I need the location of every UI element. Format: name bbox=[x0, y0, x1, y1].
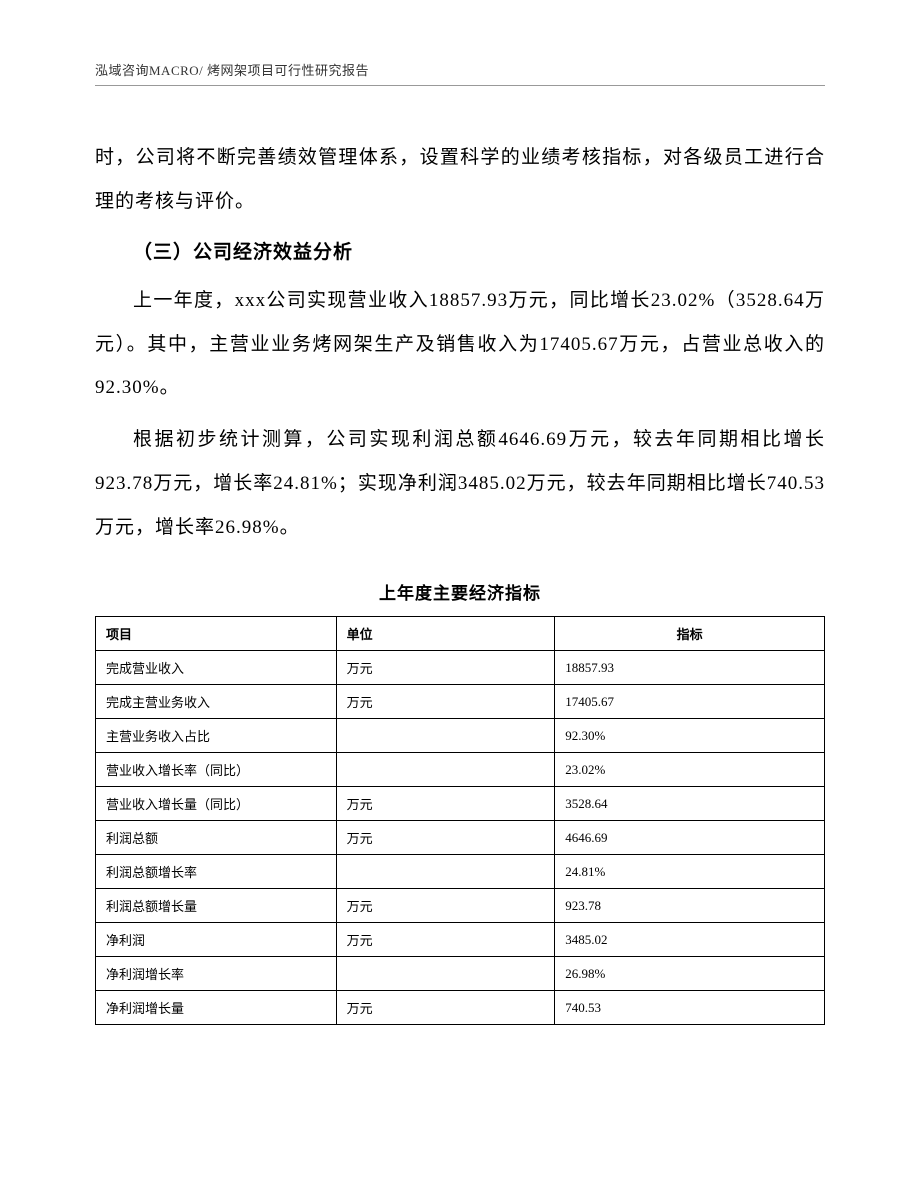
table-row: 主营业务收入占比 92.30% bbox=[96, 719, 825, 753]
table-cell-unit bbox=[336, 719, 555, 753]
table-row: 利润总额增长率 24.81% bbox=[96, 855, 825, 889]
table-row: 利润总额 万元 4646.69 bbox=[96, 821, 825, 855]
table-cell-value: 92.30% bbox=[555, 719, 825, 753]
table-cell-item: 营业收入增长量（同比） bbox=[96, 787, 337, 821]
table-cell-item: 营业收入增长率（同比） bbox=[96, 753, 337, 787]
table-cell-value: 4646.69 bbox=[555, 821, 825, 855]
header-text: 泓域咨询MACRO/ 烤网架项目可行性研究报告 bbox=[95, 63, 369, 78]
table-row: 完成主营业务收入 万元 17405.67 bbox=[96, 685, 825, 719]
table-cell-item: 利润总额增长量 bbox=[96, 889, 337, 923]
table-cell-value: 17405.67 bbox=[555, 685, 825, 719]
table-cell-unit: 万元 bbox=[336, 685, 555, 719]
table-cell-item: 完成营业收入 bbox=[96, 651, 337, 685]
table-row: 净利润 万元 3485.02 bbox=[96, 923, 825, 957]
table-cell-unit: 万元 bbox=[336, 651, 555, 685]
table-header-row: 项目 单位 指标 bbox=[96, 617, 825, 651]
table-header-unit: 单位 bbox=[336, 617, 555, 651]
table-row: 营业收入增长量（同比） 万元 3528.64 bbox=[96, 787, 825, 821]
economic-indicators-table: 项目 单位 指标 完成营业收入 万元 18857.93 完成主营业务收入 万元 … bbox=[95, 616, 825, 1025]
table-title: 上年度主要经济指标 bbox=[95, 579, 825, 604]
table-cell-value: 740.53 bbox=[555, 991, 825, 1025]
table-cell-value: 3528.64 bbox=[555, 787, 825, 821]
body-paragraph-1: 时，公司将不断完善绩效管理体系，设置科学的业绩考核指标，对各级员工进行合理的考核… bbox=[95, 136, 825, 223]
table-cell-unit bbox=[336, 957, 555, 991]
table-row: 利润总额增长量 万元 923.78 bbox=[96, 889, 825, 923]
table-row: 净利润增长量 万元 740.53 bbox=[96, 991, 825, 1025]
table-row: 完成营业收入 万元 18857.93 bbox=[96, 651, 825, 685]
table-cell-item: 主营业务收入占比 bbox=[96, 719, 337, 753]
table-body: 完成营业收入 万元 18857.93 完成主营业务收入 万元 17405.67 … bbox=[96, 651, 825, 1025]
table-row: 营业收入增长率（同比） 23.02% bbox=[96, 753, 825, 787]
table-cell-value: 24.81% bbox=[555, 855, 825, 889]
table-cell-unit: 万元 bbox=[336, 787, 555, 821]
table-cell-value: 26.98% bbox=[555, 957, 825, 991]
table-cell-item: 净利润增长量 bbox=[96, 991, 337, 1025]
page-header: 泓域咨询MACRO/ 烤网架项目可行性研究报告 bbox=[95, 60, 825, 86]
table-cell-unit: 万元 bbox=[336, 923, 555, 957]
table-row: 净利润增长率 26.98% bbox=[96, 957, 825, 991]
table-cell-value: 18857.93 bbox=[555, 651, 825, 685]
table-header-item: 项目 bbox=[96, 617, 337, 651]
table-cell-item: 净利润增长率 bbox=[96, 957, 337, 991]
body-paragraph-2: 上一年度，xxx公司实现营业收入18857.93万元，同比增长23.02%（35… bbox=[95, 279, 825, 410]
table-cell-item: 利润总额增长率 bbox=[96, 855, 337, 889]
section-heading: （三）公司经济效益分析 bbox=[95, 231, 825, 275]
table-cell-unit bbox=[336, 753, 555, 787]
table-cell-value: 923.78 bbox=[555, 889, 825, 923]
table-cell-value: 23.02% bbox=[555, 753, 825, 787]
table-cell-unit bbox=[336, 855, 555, 889]
table-cell-item: 利润总额 bbox=[96, 821, 337, 855]
table-cell-item: 净利润 bbox=[96, 923, 337, 957]
document-page: 泓域咨询MACRO/ 烤网架项目可行性研究报告 时，公司将不断完善绩效管理体系，… bbox=[0, 0, 920, 1085]
body-paragraph-3: 根据初步统计测算，公司实现利润总额4646.69万元，较去年同期相比增长923.… bbox=[95, 418, 825, 549]
table-cell-unit: 万元 bbox=[336, 821, 555, 855]
table-header-value: 指标 bbox=[555, 617, 825, 651]
table-cell-item: 完成主营业务收入 bbox=[96, 685, 337, 719]
table-cell-unit: 万元 bbox=[336, 889, 555, 923]
table-cell-value: 3485.02 bbox=[555, 923, 825, 957]
table-cell-unit: 万元 bbox=[336, 991, 555, 1025]
